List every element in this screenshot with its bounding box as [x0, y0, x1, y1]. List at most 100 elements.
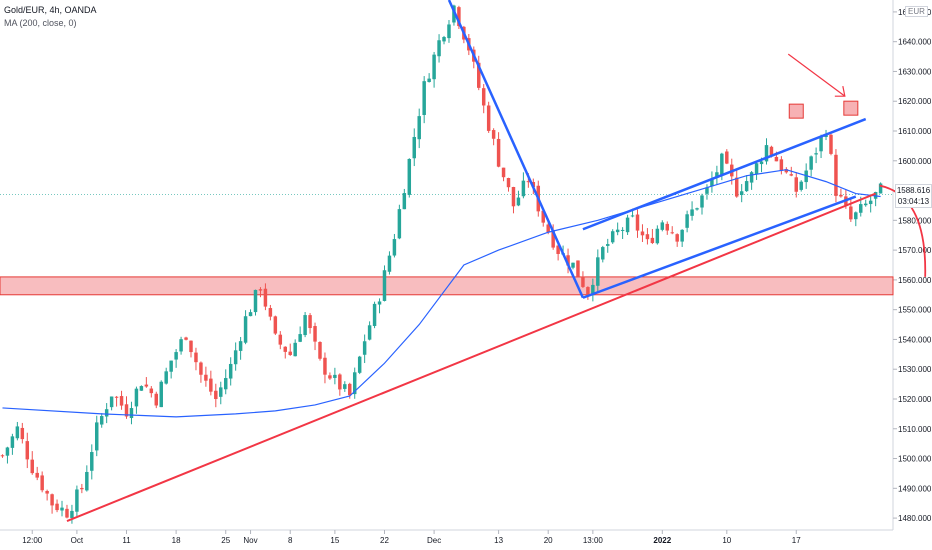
candle-body	[343, 384, 347, 389]
candle-body	[506, 178, 511, 188]
candle-body	[80, 487, 84, 490]
candle-body	[794, 177, 798, 192]
candle-body	[601, 247, 605, 260]
candle-body	[422, 81, 426, 115]
candle-body	[308, 315, 312, 329]
candle-body	[695, 208, 699, 210]
falling-trendline	[447, 0, 585, 299]
candle-body	[194, 352, 198, 363]
time-tick-label: Oct	[71, 536, 84, 545]
candle-body	[338, 374, 342, 390]
candle-body	[323, 357, 327, 375]
candle-body	[189, 340, 193, 353]
candle-body	[759, 161, 764, 165]
candle-body	[769, 146, 774, 156]
candle-body	[367, 325, 372, 340]
candle-body	[650, 237, 655, 244]
candle-body	[715, 172, 719, 178]
price-tick-label: 1600.000	[898, 157, 932, 166]
candle-body	[705, 187, 709, 194]
candle-body	[75, 489, 79, 512]
candle-body	[511, 186, 516, 207]
candle-body	[566, 255, 570, 266]
price-tick-label: 1640.000	[898, 38, 932, 47]
last-price-value: 1588.616	[896, 186, 931, 195]
candle-body	[541, 210, 545, 223]
candle-body	[352, 372, 357, 395]
candle-body	[581, 276, 585, 287]
resistance-box	[788, 103, 804, 119]
candle-body	[596, 257, 600, 286]
candle-body	[640, 231, 645, 236]
currency-label[interactable]: EUR	[905, 6, 928, 17]
candle-body	[35, 472, 39, 478]
price-tick-label: 1510.000	[898, 425, 932, 434]
candle-body	[496, 138, 501, 167]
candle-body	[154, 393, 159, 406]
candle-body	[268, 308, 273, 317]
candle-body	[685, 214, 689, 228]
candle-body	[85, 471, 89, 491]
candle-body	[417, 116, 421, 140]
time-tick-label: Nov	[243, 536, 257, 545]
candle-body	[119, 396, 124, 406]
candle-body	[486, 105, 491, 131]
ma200-line	[2, 169, 881, 418]
candle-body	[849, 206, 853, 220]
candle-body	[655, 228, 660, 244]
candle-body	[477, 62, 481, 88]
candle-body	[576, 260, 580, 277]
candle-body	[556, 245, 560, 254]
candle-body	[139, 386, 144, 391]
candle-body	[209, 378, 213, 392]
candle-body	[159, 381, 163, 408]
candle-body	[95, 422, 99, 451]
candle-body	[253, 289, 258, 313]
candle-body	[204, 374, 208, 381]
candle-body	[789, 174, 794, 176]
candle-body	[129, 408, 134, 419]
candle-body	[333, 374, 337, 378]
long-trendline	[66, 192, 877, 522]
candle-body	[700, 195, 704, 208]
candle-body	[432, 54, 436, 80]
chart-title: Gold/EUR, 4h, OANDA	[4, 5, 97, 15]
time-tick-label: 18	[172, 536, 181, 545]
candle-body	[610, 231, 615, 243]
candle-body	[318, 342, 322, 359]
candle-body	[620, 229, 625, 231]
candle-body	[868, 200, 873, 205]
time-tick-label: 13	[494, 536, 503, 545]
price-tick-label: 1490.000	[898, 484, 932, 493]
time-tick-label: 17	[792, 536, 801, 545]
candle-body	[739, 191, 744, 196]
candle-body	[164, 371, 168, 384]
pointer-arrow-head	[834, 86, 846, 97]
candle-body	[551, 229, 555, 248]
candle-body	[233, 350, 238, 365]
candle-body	[313, 326, 317, 342]
candle-body	[859, 204, 863, 213]
channel-upper-line	[582, 117, 867, 231]
price-tick-label: 1630.000	[898, 67, 932, 76]
candle-body	[392, 239, 397, 256]
support-zone	[0, 276, 894, 296]
candle-body	[521, 180, 526, 197]
candle-body	[457, 7, 461, 27]
candle-body	[829, 134, 833, 154]
candle-body	[615, 229, 620, 233]
resistance-box	[843, 100, 859, 116]
candle-body	[30, 459, 34, 474]
candle-body	[65, 508, 69, 518]
candle-body	[710, 179, 714, 187]
candle-body	[635, 214, 640, 231]
candle-body	[348, 383, 352, 396]
candle-body	[824, 135, 828, 138]
candle-body	[586, 287, 590, 296]
last-price-tag: 1588.616 03:04:13	[895, 184, 932, 208]
candle-body	[55, 503, 59, 511]
candle-body	[243, 316, 248, 343]
candle-body	[814, 153, 818, 155]
price-tick-label: 1550.000	[898, 306, 932, 315]
